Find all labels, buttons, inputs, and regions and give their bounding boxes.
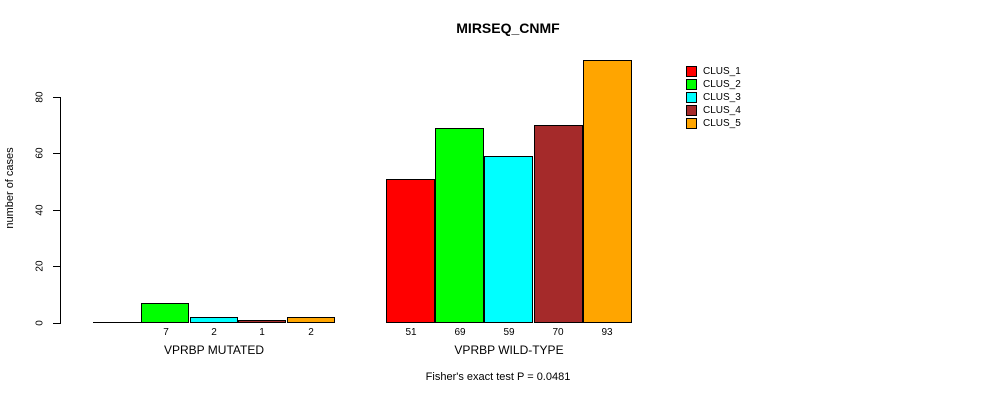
y-tick [53,323,60,324]
legend-item-label: CLUS_1 [703,66,741,77]
bar-clus_2 [141,303,189,323]
bar-value-label: 2 [308,327,314,338]
legend-item-label: CLUS_4 [703,105,741,116]
legend-item-clus_3: CLUS_3 [686,91,741,104]
fisher-test-annotation: Fisher's exact test P = 0.0481 [425,371,571,383]
legend: CLUS_1 CLUS_2 CLUS_3 CLUS_4 CLUS_5 [686,65,741,130]
chart-title: MIRSEQ_CNMF [456,20,560,36]
y-tick-label: 20 [34,260,46,272]
legend-color-swatch [686,66,697,77]
x-group-label: VPRBP WILD-TYPE [454,343,564,357]
bar-value-label: 93 [601,327,613,338]
bar-clus_3 [190,317,238,323]
y-tick [53,210,60,211]
bar-value-label: 51 [405,327,417,338]
legend-item-label: CLUS_3 [703,92,741,103]
y-tick [53,153,60,154]
legend-color-swatch [686,105,697,116]
bar-clus_1 [93,322,141,323]
legend-item-clus_2: CLUS_2 [686,78,741,91]
y-tick-label: 40 [34,204,46,216]
bar-clus_3 [484,156,533,323]
y-tick-label: 60 [34,147,46,159]
bar-value-label: 59 [503,327,515,338]
legend-color-swatch [686,79,697,90]
bar-value-label: 69 [454,327,466,338]
bar-clus_2 [435,128,484,323]
y-tick [53,97,60,98]
y-tick-label: 0 [34,320,46,326]
bar-clus_5 [287,317,335,323]
legend-color-swatch [686,118,697,129]
legend-color-swatch [686,92,697,103]
x-group-label: VPRBP MUTATED [163,343,265,357]
y-tick-label: 80 [34,91,46,103]
y-axis-label: number of cases [4,147,16,229]
legend-item-label: CLUS_2 [703,79,741,90]
bar-clus_1 [386,179,435,323]
bar-value-label: 1 [259,327,265,338]
bar-value-label: 2 [211,327,217,338]
legend-item-label: CLUS_5 [703,118,741,129]
y-tick [53,266,60,267]
legend-item-clus_5: CLUS_5 [686,117,741,130]
bar-value-label: 7 [163,327,169,338]
legend-item-clus_4: CLUS_4 [686,104,741,117]
legend-item-clus_1: CLUS_1 [686,65,741,78]
bar-clus_4 [238,320,286,323]
bar-value-label: 70 [552,327,564,338]
y-axis [60,97,61,324]
bar-clus_4 [534,125,583,323]
bar-clus_5 [583,60,632,323]
